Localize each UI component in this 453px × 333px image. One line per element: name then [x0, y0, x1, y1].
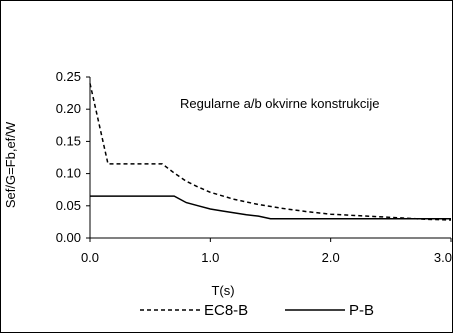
x-tick-label-2: 2.0	[322, 250, 340, 265]
y-tick-label-5: 0.25	[56, 69, 81, 84]
y-tick-label-0: 0.00	[56, 230, 81, 245]
y-axis-label: Sef/G=Fb,ef/W	[3, 121, 18, 208]
y-tick-label-2: 0.10	[56, 166, 81, 181]
y-tick-label-4: 0.20	[56, 101, 81, 116]
legend-label-ec8-b: EC8-B	[204, 302, 248, 319]
x-tick-label-0: 0.0	[81, 250, 99, 265]
y-tick-label-3: 0.15	[56, 133, 81, 148]
series-line-ec8-b	[89, 83, 452, 221]
series-line-p-b	[90, 195, 451, 220]
legend: EC8-B P-B	[140, 302, 374, 319]
x-tick-label-1: 1.0	[201, 250, 219, 265]
legend-label-p-b: P-B	[349, 302, 374, 319]
y-tick-label-1: 0.05	[56, 198, 81, 213]
x-axis-label: T(s)	[211, 283, 234, 298]
x-tick-label-3: 3.0	[434, 250, 452, 265]
chart-annotation: Regularne a/b okvirne konstrukcije	[180, 96, 379, 111]
plot-area: 0.00 0.05 0.10 0.15 0.20 0.25 0.0 1.0 2.0 3.0	[56, 69, 452, 265]
